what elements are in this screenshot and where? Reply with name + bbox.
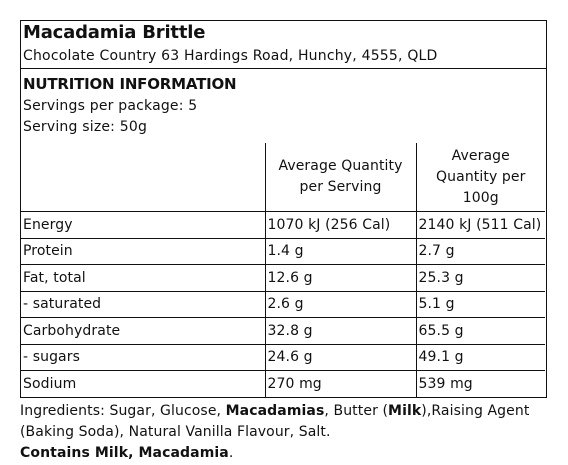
per-serving-value: 24.6 g	[264, 343, 417, 371]
table-row: - saturated 2.6 g 5.1 g	[21, 290, 545, 318]
per-serving-value: 12.6 g	[264, 264, 417, 292]
nutrient-name: Energy	[21, 211, 266, 239]
table-row: Fat, total 12.6 g 25.3 g	[21, 264, 545, 292]
manufacturer-address: Chocolate Country 63 Hardings Road, Hunc…	[23, 48, 438, 64]
table-row: Sodium 270 mg 539 mg	[21, 370, 545, 397]
header-blank	[21, 143, 266, 212]
nutrient-name: - sugars	[21, 343, 266, 371]
per-serving-value: 270 mg	[264, 370, 417, 397]
per-serving-value: 1070 kJ (256 Cal)	[264, 211, 417, 239]
ingredients-text: , Butter (	[324, 403, 389, 419]
servings-per-package: Servings per package: 5	[23, 98, 198, 114]
serving-info: NUTRITION INFORMATION Servings per packa…	[21, 69, 546, 143]
product-header: Macadamia Brittle Chocolate Country 63 H…	[21, 21, 546, 69]
ingredients-text: ),Raising Agent (Baking Soda), Natural V…	[20, 403, 530, 440]
table-row: - sugars 24.6 g 49.1 g	[21, 343, 545, 371]
per-serving-value: 2.6 g	[264, 290, 417, 318]
nutrition-table: Average Quantity per Serving Average Qua…	[21, 143, 545, 397]
per-100g-value: 25.3 g	[415, 264, 545, 292]
header-per-100g: Average Quantity per 100g	[415, 143, 545, 212]
nutrient-name: Protein	[21, 237, 266, 265]
nutrient-name: - saturated	[21, 290, 266, 318]
allergen-macadamias: Macadamias	[225, 403, 325, 419]
allergen-statement-end: .	[228, 445, 234, 461]
nutrient-name: Sodium	[21, 370, 266, 397]
per-100g-value: 2.7 g	[415, 237, 545, 265]
per-100g-value: 49.1 g	[415, 343, 545, 371]
allergen-statement: Contains Milk, Macadamia	[20, 445, 229, 461]
serving-size: Serving size: 50g	[23, 119, 148, 135]
nutrient-name: Fat, total	[21, 264, 266, 292]
per-100g-value: 2140 kJ (511 Cal)	[415, 211, 545, 239]
nutrition-heading: NUTRITION INFORMATION	[23, 75, 237, 93]
table-row: Carbohydrate 32.8 g 65.5 g	[21, 317, 545, 345]
table-row: Energy 1070 kJ (256 Cal) 2140 kJ (511 Ca…	[21, 211, 545, 239]
product-name: Macadamia Brittle	[23, 22, 206, 43]
per-serving-value: 1.4 g	[264, 237, 417, 265]
table-header-row: Average Quantity per Serving Average Qua…	[21, 143, 545, 212]
nutrient-name: Carbohydrate	[21, 317, 266, 345]
ingredients-text: Ingredients: Sugar, Glucose,	[20, 403, 226, 419]
per-100g-value: 539 mg	[415, 370, 545, 397]
header-per-serving: Average Quantity per Serving	[264, 143, 417, 212]
table-row: Protein 1.4 g 2.7 g	[21, 237, 545, 265]
allergen-milk: Milk	[388, 403, 422, 419]
per-serving-value: 32.8 g	[264, 317, 417, 345]
per-100g-value: 65.5 g	[415, 317, 545, 345]
per-100g-value: 5.1 g	[415, 290, 545, 318]
nutrition-panel: Macadamia Brittle Chocolate Country 63 H…	[20, 20, 547, 398]
ingredients-statement: Ingredients: Sugar, Glucose, Macadamias,…	[20, 401, 550, 464]
